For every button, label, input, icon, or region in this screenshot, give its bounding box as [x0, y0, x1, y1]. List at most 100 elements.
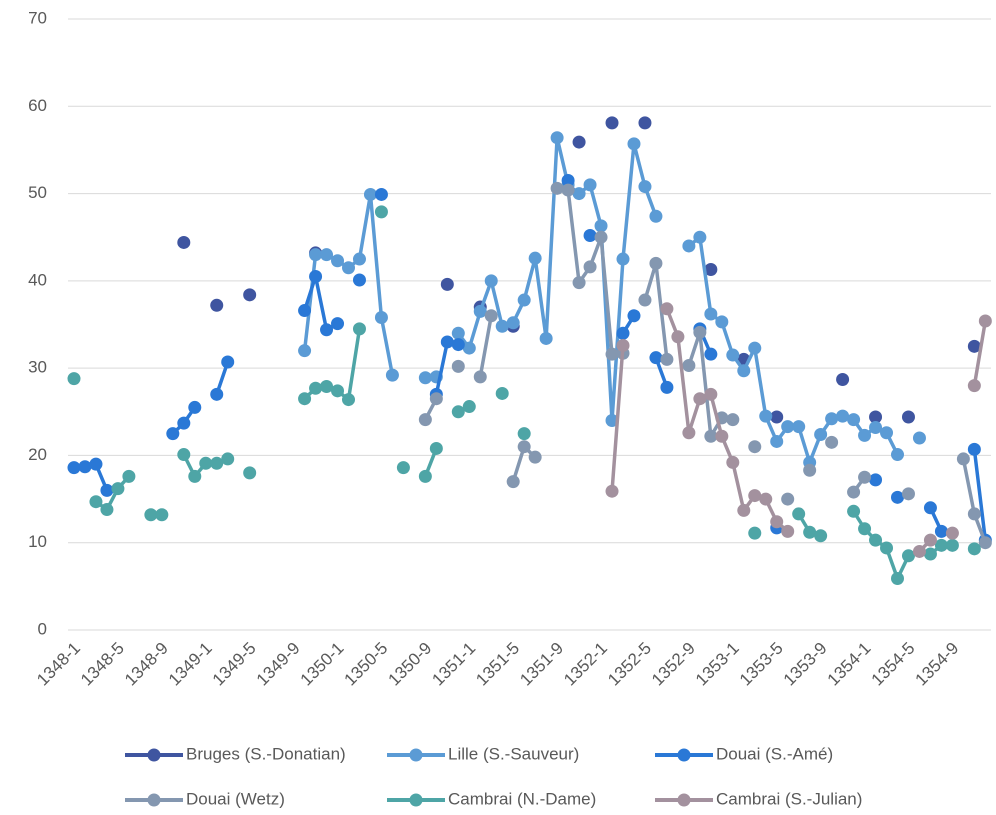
- data-point: [561, 183, 575, 197]
- data-point: [528, 251, 542, 265]
- data-point: [331, 384, 345, 398]
- data-point: [177, 448, 191, 462]
- x-tick-label: 1349-9: [253, 639, 304, 690]
- data-point: [616, 338, 630, 352]
- data-point: [572, 276, 586, 290]
- data-point: [770, 515, 784, 529]
- x-tick-label: 1350-9: [384, 639, 435, 690]
- data-point: [418, 413, 432, 427]
- data-point: [484, 309, 498, 323]
- data-point: [825, 412, 839, 426]
- data-point: [858, 522, 872, 536]
- data-point: [901, 487, 915, 501]
- data-point: [177, 235, 191, 249]
- data-point: [956, 452, 970, 466]
- data-point: [572, 135, 586, 149]
- y-tick-label: 30: [28, 358, 47, 377]
- data-point: [374, 311, 388, 325]
- data-point: [342, 261, 355, 275]
- data-point: [814, 427, 828, 441]
- data-point: [67, 372, 81, 386]
- data-point: [199, 456, 213, 470]
- data-point: [462, 400, 476, 414]
- y-tick-label: 20: [28, 445, 47, 464]
- data-point: [166, 427, 180, 441]
- data-point: [912, 431, 926, 445]
- data-point: [726, 413, 740, 427]
- legend-label: Cambrai (N.-Dame): [448, 789, 596, 808]
- data-point: [660, 352, 674, 366]
- data-point: [781, 524, 795, 538]
- data-point: [298, 304, 312, 318]
- data-point: [770, 410, 784, 424]
- data-point: [331, 254, 345, 268]
- data-point: [418, 371, 432, 385]
- data-point: [748, 489, 762, 503]
- data-point: [649, 351, 663, 365]
- data-point: [451, 326, 465, 340]
- data-point: [100, 483, 114, 497]
- data-point: [704, 307, 718, 321]
- data-point: [934, 538, 948, 552]
- data-point: [342, 393, 355, 407]
- data-point: [89, 495, 103, 509]
- data-point: [737, 503, 751, 517]
- data-point: [89, 457, 103, 471]
- x-tick-label: 1354-5: [868, 639, 919, 690]
- data-point: [869, 420, 883, 434]
- data-point: [693, 230, 707, 244]
- data-point: [583, 228, 597, 242]
- data-point: [517, 440, 531, 454]
- x-tick-label: 1351-9: [516, 639, 567, 690]
- data-point: [891, 448, 904, 462]
- x-tick-label: 1348-9: [121, 639, 172, 690]
- data-point: [221, 452, 235, 466]
- data-point: [759, 492, 773, 506]
- data-point: [616, 326, 630, 340]
- legend-marker: [677, 748, 691, 762]
- x-tick-label: 1348-5: [77, 639, 128, 690]
- data-point: [967, 507, 981, 521]
- x-tick-label: 1353-5: [736, 639, 787, 690]
- data-point: [188, 469, 202, 483]
- data-point: [901, 549, 915, 563]
- data-point: [781, 420, 795, 434]
- legend-marker: [147, 793, 161, 807]
- y-tick-label: 0: [38, 619, 47, 638]
- data-point: [451, 338, 465, 352]
- data-point: [188, 400, 202, 414]
- data-point: [770, 434, 784, 448]
- x-tick-label: 1354-9: [912, 639, 963, 690]
- data-point: [704, 387, 718, 401]
- data-point: [825, 435, 839, 449]
- data-point: [682, 426, 696, 440]
- data-point: [792, 507, 806, 521]
- data-point: [627, 137, 641, 151]
- data-point: [440, 335, 454, 349]
- data-point: [594, 219, 608, 233]
- data-point: [583, 260, 597, 274]
- x-tick-label: 1349-5: [209, 639, 260, 690]
- data-point: [495, 386, 509, 400]
- data-point: [550, 181, 564, 195]
- data-point: [627, 309, 641, 323]
- data-point: [781, 492, 795, 506]
- data-point: [352, 273, 366, 287]
- data-point: [847, 413, 861, 427]
- data-point: [309, 269, 323, 283]
- data-point: [836, 409, 850, 423]
- x-tick-label: 1349-1: [165, 639, 216, 690]
- data-point: [682, 359, 696, 373]
- data-point: [891, 490, 904, 504]
- data-point: [429, 441, 443, 455]
- data-point: [748, 526, 762, 540]
- data-point: [847, 504, 861, 518]
- x-tick-label: 1348-1: [33, 639, 84, 690]
- data-point: [978, 314, 992, 328]
- data-point: [945, 538, 959, 552]
- data-point: [869, 533, 883, 547]
- data-point: [462, 341, 476, 355]
- data-point: [144, 508, 158, 522]
- x-tick-label: 1352-9: [648, 639, 699, 690]
